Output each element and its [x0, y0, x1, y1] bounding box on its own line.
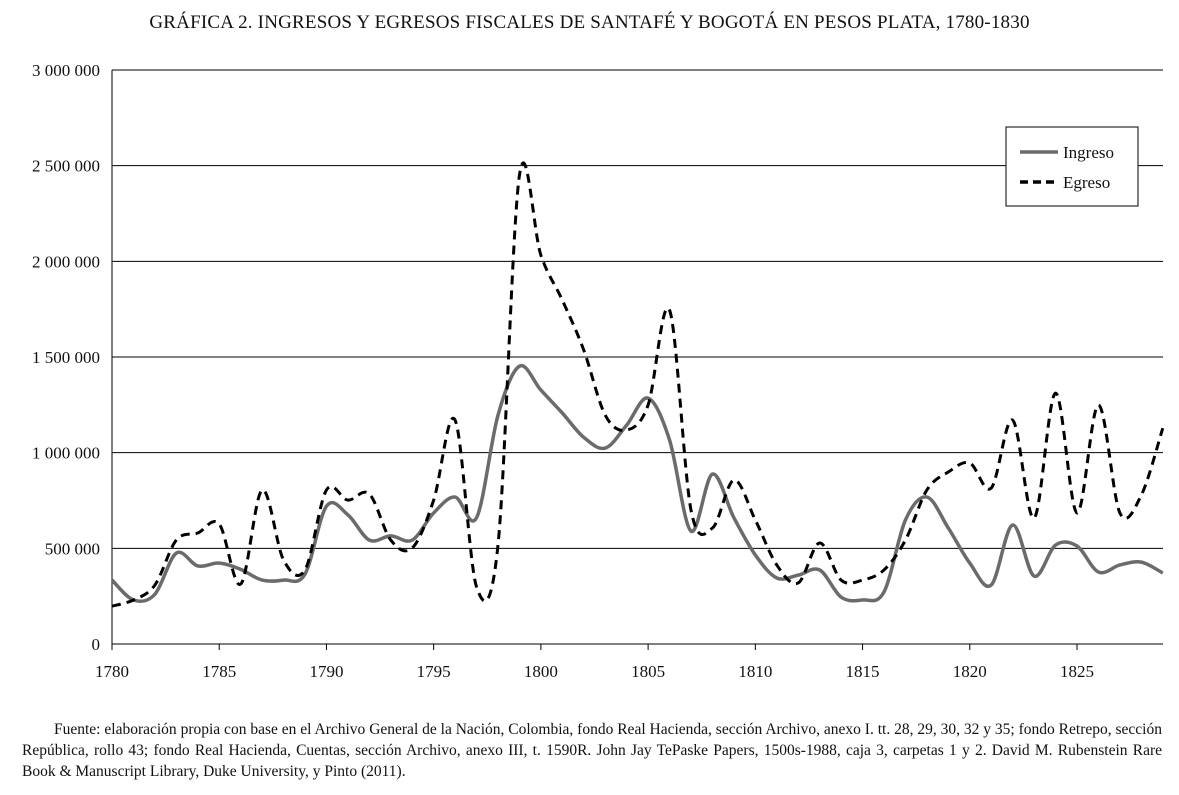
line-chart: 0 500 000 1 000 000 1 500 000 2 000 000 2 500…: [32, 61, 1165, 681]
y-tick-label: 1 000 000: [32, 444, 100, 463]
y-tick-label: 0: [92, 635, 101, 654]
x-tick-label: 1795: [417, 662, 451, 681]
y-tick-label: 3 000 000: [32, 61, 100, 80]
series-line-egreso: [111, 161, 1165, 608]
x-tick-label: 1820: [953, 662, 987, 681]
legend-label-ingreso: Ingreso: [1063, 143, 1114, 162]
x-tick-label: 1825: [1060, 662, 1094, 681]
source-note: Fuente: elaboración propia con base en e…: [22, 721, 1162, 780]
y-tick-label: 2 500 000: [32, 157, 100, 176]
x-tick-label: 1780: [95, 662, 129, 681]
legend-label-egreso: Egreso: [1063, 173, 1110, 192]
chart-title: GRÁFICA 2. INGRESOS Y EGRESOS FISCALES D…: [149, 12, 1030, 33]
x-tick-label: 1785: [202, 662, 236, 681]
y-tick-label: 500 000: [45, 539, 100, 558]
series-line-ingreso: [110, 363, 1164, 604]
x-tick-label: 1815: [846, 662, 880, 681]
x-tick-label: 1810: [738, 662, 772, 681]
y-tick-label: 1 500 000: [32, 348, 100, 367]
x-tick-label: 1800: [524, 662, 558, 681]
legend-box: [1005, 126, 1139, 207]
x-tick-label: 1790: [309, 662, 343, 681]
x-tick-label: 1805: [631, 662, 665, 681]
y-tick-label: 2 000 000: [32, 252, 100, 271]
